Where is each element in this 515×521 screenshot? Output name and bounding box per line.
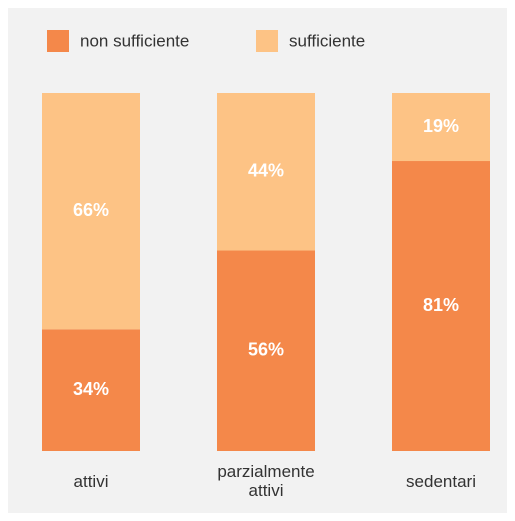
x-tick-label: attivi xyxy=(73,471,109,491)
legend-swatch xyxy=(256,30,278,52)
chart: non sufficiente sufficiente 34% 66% 56% 44% 81… xyxy=(42,30,490,451)
bar-segment xyxy=(392,93,490,162)
chart-frame: non sufficiente sufficiente 34% 66% 56% 44% 81… xyxy=(8,8,507,513)
value-label: 56% xyxy=(248,340,284,360)
legend-label: non sufficiente xyxy=(80,31,189,50)
legend-label: sufficiente xyxy=(289,31,365,50)
value-label: 34% xyxy=(73,379,109,399)
value-label: 66% xyxy=(73,200,109,220)
x-tick-label: sedentari xyxy=(406,471,476,491)
value-label: 44% xyxy=(248,161,284,181)
legend-swatch xyxy=(47,30,69,52)
bar-segment xyxy=(392,161,490,451)
value-label: 81% xyxy=(423,295,459,315)
bar-segment xyxy=(42,93,140,330)
x-tick-label: parzialmente attivi xyxy=(217,462,315,500)
value-label: 19% xyxy=(423,116,459,136)
bar-segment xyxy=(217,250,315,451)
bar-segment xyxy=(42,329,140,451)
bar-segment xyxy=(217,93,315,251)
